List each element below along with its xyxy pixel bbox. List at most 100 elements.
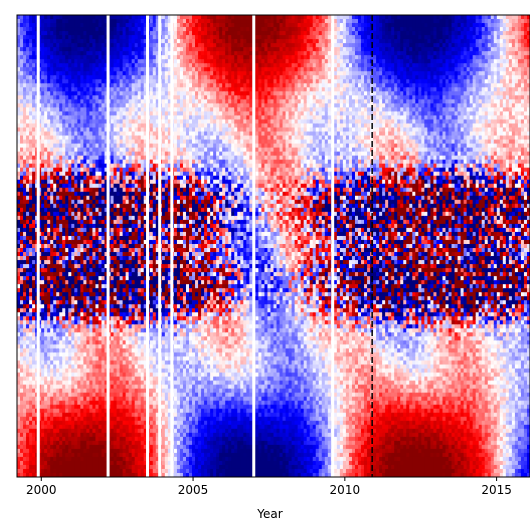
- heatmap-cell: [17, 364, 21, 370]
- heatmap-cell: [77, 372, 81, 378]
- heatmap-cell: [56, 27, 60, 32]
- heatmap-cell: [44, 139, 48, 145]
- heatmap-cell: [47, 131, 51, 137]
- heatmap-cell: [134, 376, 139, 382]
- heatmap-cell: [116, 175, 121, 181]
- heatmap-cell: [26, 256, 30, 261]
- heatmap-cell: [128, 55, 133, 60]
- heatmap-cell: [41, 147, 45, 153]
- heatmap-cell: [134, 260, 139, 265]
- heatmap-cell: [116, 452, 121, 458]
- heatmap-cell: [86, 99, 91, 104]
- heatmap-cell: [74, 47, 78, 52]
- heatmap-cell: [104, 43, 109, 48]
- heatmap-cell: [113, 472, 118, 477]
- heatmap-cell: [89, 103, 94, 108]
- heatmap-cell: [74, 428, 78, 434]
- heatmap-cell: [32, 408, 36, 414]
- heatmap-cell: [71, 400, 75, 406]
- heatmap-cell: [17, 296, 21, 301]
- heatmap-cell: [92, 91, 97, 96]
- heatmap-cell: [50, 55, 54, 60]
- heatmap-cell: [17, 260, 21, 265]
- heatmap-cell: [29, 284, 33, 289]
- heatmap-cell: [41, 288, 45, 293]
- heatmap-cell: [32, 207, 36, 213]
- heatmap-cell: [104, 27, 109, 32]
- heatmap-cell: [119, 348, 124, 354]
- heatmap-cell: [74, 55, 78, 60]
- heatmap-cell: [38, 99, 42, 104]
- heatmap-cell: [17, 352, 21, 358]
- heatmap-cell: [134, 95, 139, 100]
- heatmap-cell: [125, 59, 130, 64]
- heatmap-cell: [89, 256, 94, 261]
- heatmap-cell: [68, 163, 72, 169]
- heatmap-cell: [77, 268, 81, 273]
- heatmap-cell: [71, 440, 75, 446]
- heatmap-cell: [38, 215, 42, 221]
- heatmap-cell: [41, 131, 45, 137]
- heatmap-cell: [119, 456, 124, 462]
- heatmap-cell: [77, 191, 81, 197]
- heatmap-cell: [110, 15, 115, 20]
- heatmap-cell: [23, 472, 27, 477]
- heatmap-cell: [26, 171, 30, 177]
- heatmap-cell: [29, 260, 33, 265]
- heatmap-cell: [113, 151, 118, 157]
- heatmap-cell: [83, 356, 88, 362]
- heatmap-cell: [56, 179, 60, 185]
- heatmap-cell: [41, 248, 45, 253]
- heatmap-cell: [53, 424, 57, 430]
- heatmap-cell: [53, 199, 57, 205]
- heatmap-cell: [83, 260, 88, 265]
- heatmap-cell: [131, 143, 136, 149]
- heatmap-cell: [83, 235, 88, 241]
- heatmap-cell: [50, 235, 54, 241]
- heatmap-cell: [98, 432, 103, 438]
- heatmap-cell: [44, 59, 48, 64]
- heatmap-cell: [122, 167, 127, 173]
- heatmap-cell: [104, 316, 109, 321]
- heatmap-cell: [83, 400, 88, 406]
- heatmap-cell: [17, 43, 21, 48]
- heatmap-cell: [98, 388, 103, 394]
- heatmap-cell: [80, 63, 84, 68]
- heatmap-cell: [134, 396, 139, 402]
- heatmap-cell: [122, 356, 127, 362]
- heatmap-cell: [53, 284, 57, 289]
- heatmap-cell: [68, 127, 72, 133]
- heatmap-cell: [41, 372, 45, 378]
- heatmap-cell: [98, 143, 103, 149]
- heatmap-cell: [26, 143, 30, 149]
- heatmap-cell: [125, 107, 130, 113]
- heatmap-cell: [71, 191, 75, 197]
- heatmap-cell: [56, 167, 60, 173]
- heatmap-cell: [59, 151, 63, 157]
- heatmap-cell: [23, 107, 27, 113]
- heatmap-cell: [104, 87, 109, 92]
- heatmap-cell: [62, 135, 66, 141]
- heatmap-cell: [77, 264, 81, 269]
- heatmap-cell: [101, 456, 106, 462]
- heatmap-cell: [20, 412, 24, 418]
- heatmap-cell: [128, 272, 133, 277]
- heatmap-cell: [71, 420, 75, 426]
- heatmap-cell: [122, 171, 127, 177]
- heatmap-cell: [86, 15, 91, 20]
- heatmap-cell: [86, 344, 91, 350]
- heatmap-cell: [26, 280, 30, 285]
- heatmap-cell: [17, 87, 21, 92]
- heatmap-cell: [23, 151, 27, 157]
- heatmap-cell: [98, 292, 103, 297]
- heatmap-cell: [119, 19, 124, 24]
- heatmap-cell: [17, 27, 21, 32]
- heatmap-cell: [23, 63, 27, 68]
- heatmap-cell: [74, 31, 78, 36]
- heatmap-cell: [44, 23, 48, 28]
- heatmap-cell: [38, 203, 42, 209]
- heatmap-cell: [20, 324, 24, 329]
- heatmap-cell: [113, 444, 118, 450]
- heatmap-cell: [116, 67, 121, 72]
- heatmap-cell: [32, 336, 36, 342]
